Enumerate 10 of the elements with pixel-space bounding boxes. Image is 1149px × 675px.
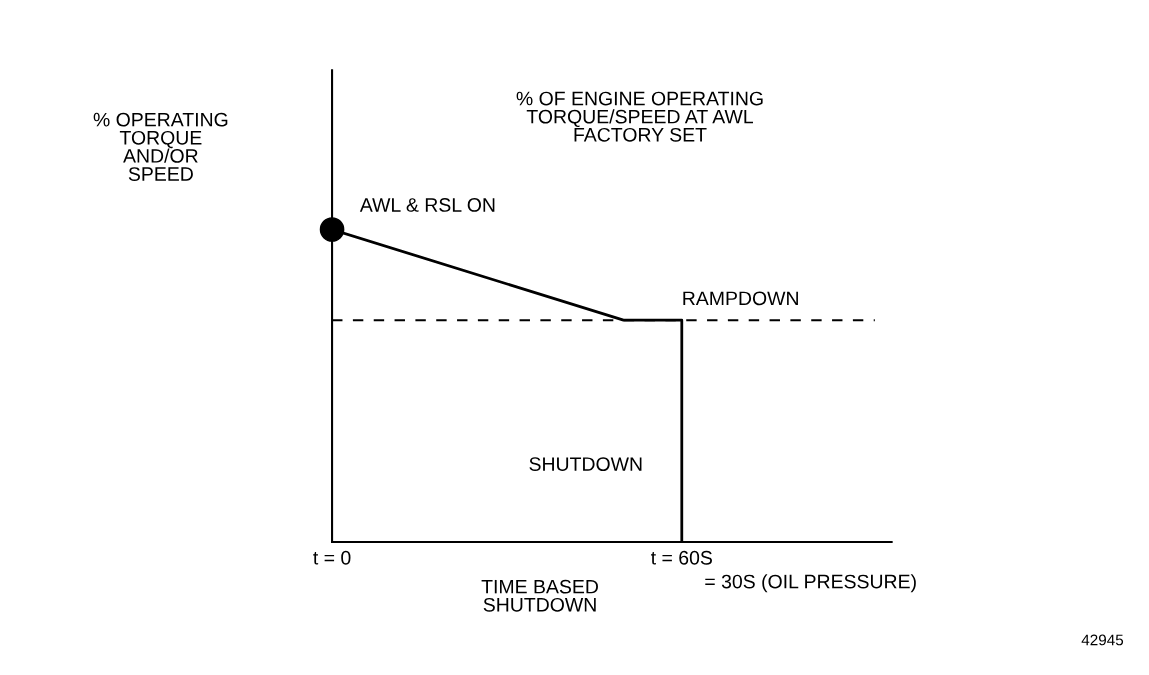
x-axis-title: TIME BASED SHUTDOWN xyxy=(481,579,598,612)
x-tick-label: t = 0 xyxy=(313,550,351,565)
annotation: AWL & RSL ON xyxy=(359,198,495,212)
annotation: SHUTDOWN xyxy=(529,457,642,471)
text: = 30S (OIL PRESSURE) xyxy=(705,574,916,593)
chart-title: % OF ENGINE OPERATING TORQUE/SPEED AT AWL FACTORY SET xyxy=(516,91,763,142)
text: % OPERATING TORQUE AND/OR SPEED xyxy=(93,112,228,181)
annotation: RAMPDOWN xyxy=(683,291,798,306)
x-tick-label: t = 60S xyxy=(651,550,712,565)
text: 42945 xyxy=(1081,634,1124,646)
